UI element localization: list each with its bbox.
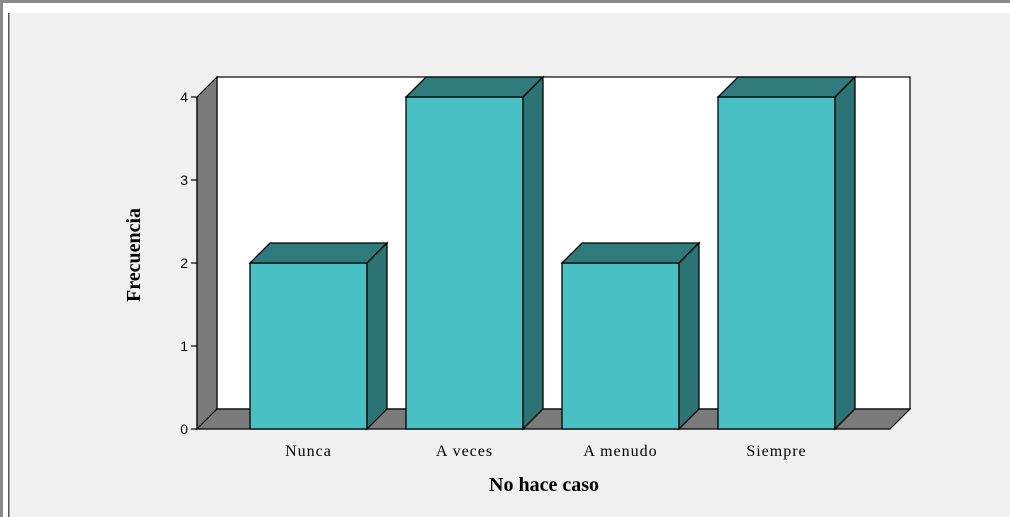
- x-tick-label: Siempre: [746, 443, 806, 460]
- chart-frame-left-line: [8, 13, 10, 517]
- bar-top-2: [404, 76, 545, 98]
- outer-border-left: [0, 0, 3, 517]
- x-tick-label: A menudo: [583, 443, 657, 460]
- y-tick-label: 1: [180, 338, 188, 354]
- bar-top-1: [248, 242, 389, 264]
- x-axis-title: No hace caso: [489, 474, 599, 496]
- bar-front-1: [249, 262, 368, 430]
- bar-side-3: [678, 241, 700, 431]
- outer-border-top: [0, 0, 1010, 3]
- bar-top-3: [560, 242, 701, 264]
- y-tick-label: 4: [180, 89, 188, 105]
- plot-area: [195, 75, 912, 431]
- bar-front-3: [561, 262, 680, 430]
- x-tick-label: Nunca: [285, 443, 332, 460]
- bar-side-2: [522, 75, 544, 431]
- plot-side-wall: [196, 75, 218, 431]
- x-axis: Nunca A veces A menudo Siempre: [285, 443, 806, 460]
- y-tick-label: 3: [180, 172, 188, 188]
- y-tick-label: 0: [180, 421, 188, 437]
- y-tick-label: 2: [180, 255, 188, 271]
- bar-front-2: [405, 96, 524, 430]
- x-tick-label: A veces: [436, 443, 493, 460]
- bar-side-4: [834, 75, 856, 431]
- bar-top-4: [716, 76, 857, 98]
- bar-side-1: [366, 241, 388, 431]
- y-axis: 0 1 2 3 4: [180, 89, 198, 437]
- y-axis-title: Frecuencia: [123, 208, 145, 302]
- bar-front-4: [717, 96, 836, 430]
